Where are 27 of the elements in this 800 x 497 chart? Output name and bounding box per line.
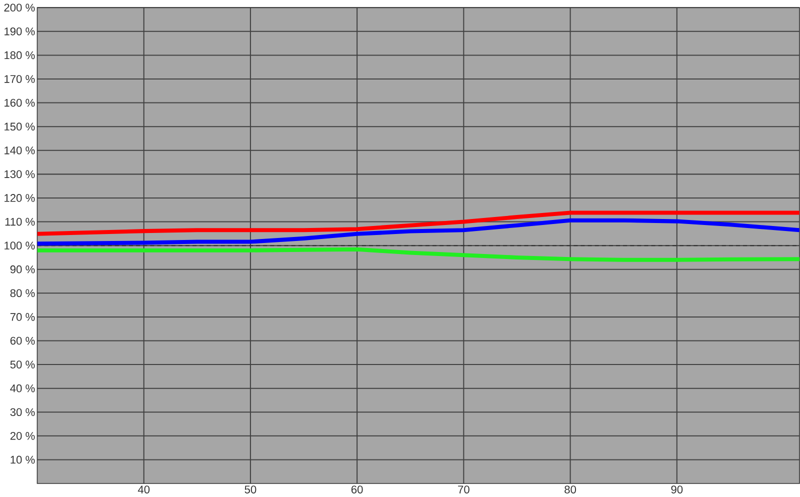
x-tick-label: 50 <box>244 486 256 494</box>
x-tick-label: 90 <box>671 486 683 494</box>
x-tick-label: 60 <box>351 486 363 494</box>
y-tick-label: 70 % <box>10 312 35 321</box>
x-tick-label: 40 <box>138 486 150 494</box>
y-tick-label: 60 % <box>10 336 35 345</box>
x-tick-label: 80 <box>564 486 576 494</box>
y-tick-label: 180 % <box>4 51 35 60</box>
y-tick-label: 110 % <box>5 218 35 226</box>
y-tick-label: 160 % <box>4 98 35 107</box>
y-tick-label: 80 % <box>10 289 35 297</box>
y-tick-label: 190 % <box>4 27 35 36</box>
y-tick-label: 170 % <box>4 74 35 83</box>
y-tick-label: 100 % <box>4 242 35 250</box>
y-tick-label: 20 % <box>10 432 35 440</box>
y-tick-label: 130 % <box>4 170 35 178</box>
y-tick-label: 10 % <box>10 456 35 464</box>
x-tick-label: 70 <box>458 486 470 494</box>
y-tick-label: 140 % <box>4 146 35 154</box>
y-tick-label: 150 % <box>4 122 35 130</box>
y-tick-label: 120 % <box>4 194 35 202</box>
y-tick-label: 50 % <box>10 360 35 368</box>
line-series <box>37 218 800 246</box>
y-tick-label: 40 % <box>10 384 35 392</box>
y-tick-label: 30 % <box>10 408 35 416</box>
y-tick-label: 200 % <box>4 4 35 12</box>
y-tick-label: 90 % <box>10 265 35 274</box>
